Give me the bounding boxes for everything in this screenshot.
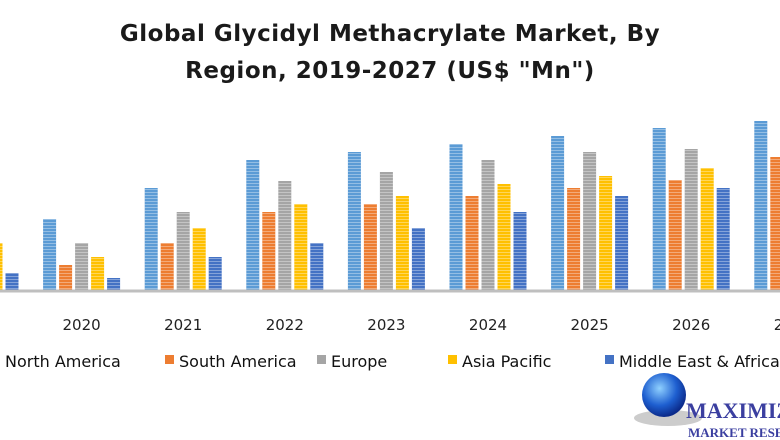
maximize-logo: MAXIMIZE MARKET RESEARCH [634,373,780,440]
legend-swatch [317,355,326,364]
bar-texture [5,273,19,290]
legend-swatch [605,355,614,364]
bar-texture [91,257,105,290]
globe-icon [642,373,686,417]
bar-texture [208,257,222,290]
bar-texture [75,243,89,290]
bar-texture [160,243,174,290]
bar-texture [684,149,698,290]
bar-texture [599,176,613,290]
bar-texture [176,212,190,290]
x-tick-2023: 2023 [367,316,405,334]
bar-texture [700,168,714,290]
bar-texture [583,152,597,290]
bar-texture [310,243,324,290]
logo-text-line-1: MAXIMIZE [686,398,780,423]
bar-texture [449,144,463,290]
x-tick-2025: 2025 [571,316,609,334]
bar-texture [513,212,527,290]
legend-label: South America [179,352,297,371]
legend-label: Middle East & Africa [619,352,780,371]
bar-texture [43,219,57,290]
bar-texture [363,204,377,290]
chart-title-line-2: Region, 2019-2027 (US$ "Mn") [185,58,595,84]
logo-swoosh [634,410,702,426]
x-tick-2020: 2020 [63,316,101,334]
bar-texture [465,196,479,290]
bar-texture [652,128,666,290]
bar-texture [615,196,629,290]
legend-swatch [165,355,174,364]
bar-texture [294,204,308,290]
bar-texture [497,184,511,290]
legend-label: North America [5,352,121,371]
bar-texture [107,278,121,290]
legend-label: Europe [331,352,387,371]
x-tick-2022: 2022 [266,316,304,334]
bar-texture [716,188,730,290]
bar-texture [754,121,768,290]
legend: North America South America Europe Asia Pac… [5,352,780,371]
bar-texture [411,228,425,290]
bar-texture [278,181,292,290]
bar-texture [379,172,393,290]
x-tick-labels: 201920202021202220232024202520262027 [63,316,780,334]
logo-text-line-2: MARKET RESEARCH [688,425,780,440]
x-tick-2024: 2024 [469,316,507,334]
bars [0,121,780,290]
bar-texture [192,228,206,290]
bar-texture [567,188,581,290]
chart-title-line-1: Global Glycidyl Methacrylate Market, By [120,21,660,47]
bar-texture [770,157,780,290]
legend-label: Asia Pacific [462,352,551,371]
x-tick-2021: 2021 [164,316,202,334]
bar-texture [668,180,682,290]
bar-texture [262,212,276,290]
bar-texture [551,136,565,290]
legend-swatch [448,355,457,364]
x-tick-2026: 2026 [672,316,710,334]
x-tick-2027: 2027 [774,316,780,334]
bar-texture [246,160,260,290]
bar-texture [144,188,158,290]
bar-texture [59,265,73,290]
bar-texture [347,152,361,290]
bar-texture [0,243,3,290]
bar-texture [395,196,409,290]
bar-texture [481,160,495,290]
